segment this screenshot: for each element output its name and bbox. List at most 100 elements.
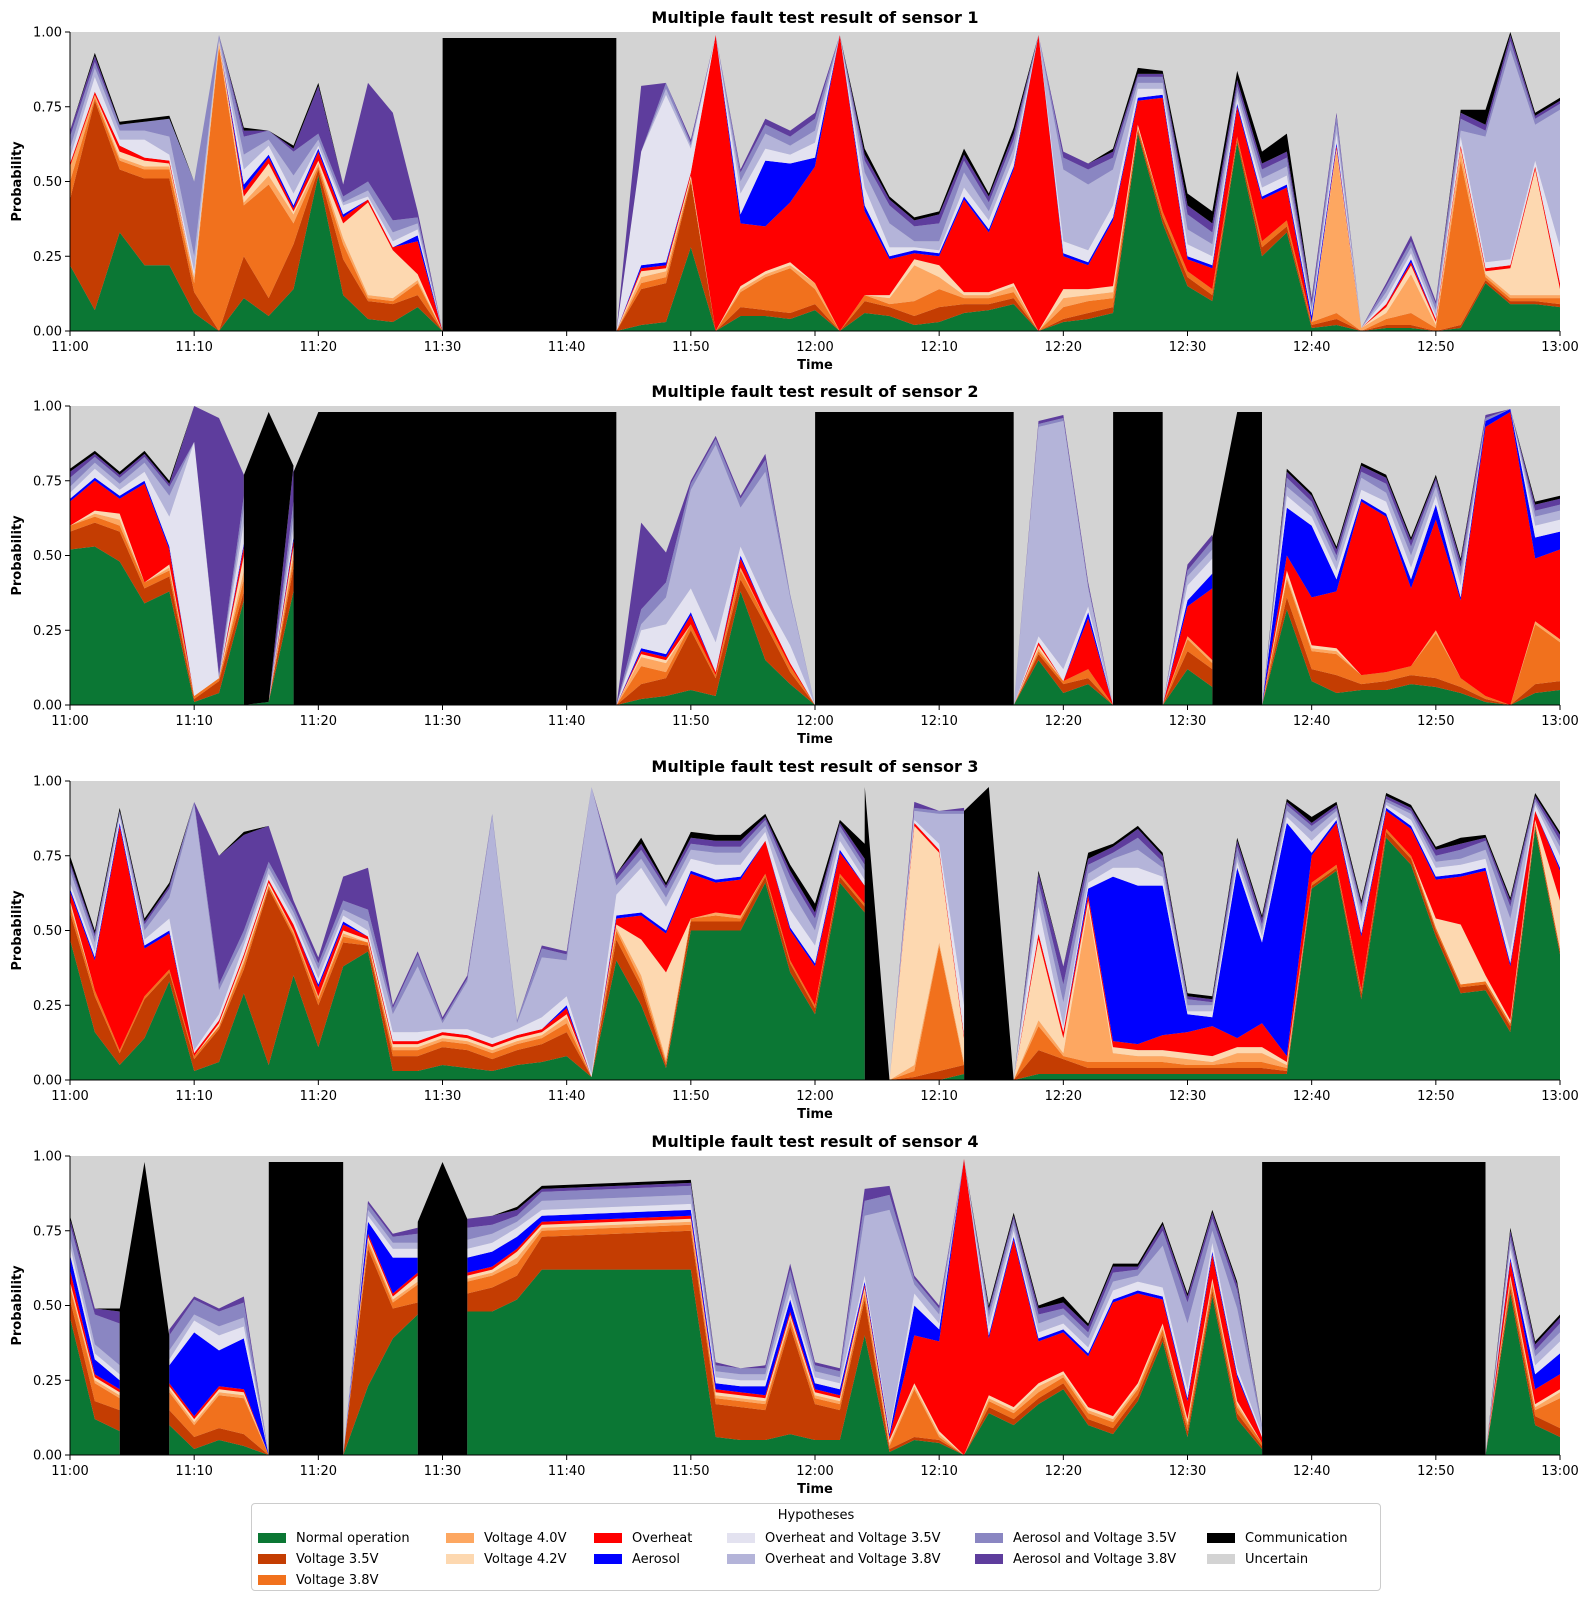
legend-label: Aerosol and Voltage 3.8V xyxy=(1013,1551,1177,1567)
legend-label: Communication xyxy=(1245,1530,1348,1546)
x-tick-label: 11:00 xyxy=(51,1089,88,1104)
legend: Hypotheses Normal operation Voltage 3.5V V… xyxy=(251,1503,1381,1591)
y-tick-label: 0.00 xyxy=(33,1449,62,1464)
x-tick-label: 12:20 xyxy=(1045,714,1082,729)
legend-label: Voltage 4.0V xyxy=(484,1530,567,1546)
x-tick-label: 12:30 xyxy=(1169,1089,1206,1104)
area-normal-operation xyxy=(70,546,1560,705)
panel-sensor-4: 0.00 0.25 0.50 0.75 1.00 11:00 11:10 11:20 11:30… xyxy=(10,1132,1579,1497)
legend-item: Aerosol and Voltage 3.5V xyxy=(975,1529,1176,1547)
legend-label: Voltage 3.8V xyxy=(296,1572,379,1588)
legend-swatch xyxy=(446,1554,474,1564)
area-overheat-and-voltage-3-8v xyxy=(70,786,1560,1080)
legend-swatch xyxy=(594,1554,622,1564)
y-tick-label: 0.25 xyxy=(33,999,62,1014)
x-tick-label: 13:00 xyxy=(1541,1464,1578,1479)
x-tick-label: 13:00 xyxy=(1541,714,1578,729)
x-tick-label: 11:00 xyxy=(51,340,88,355)
x-tick-label: 11:40 xyxy=(548,1464,585,1479)
area-voltage-4-0v xyxy=(70,43,1560,332)
y-tick-label: 1.00 xyxy=(33,400,62,415)
y-axis-label: Probability xyxy=(10,515,25,596)
y-tick-label: 0.75 xyxy=(33,474,62,489)
area-aerosol-and-voltage-3-5v xyxy=(70,34,1560,332)
x-tick-label: 11:00 xyxy=(51,1464,88,1479)
legend-item: Voltage 4.0V xyxy=(446,1529,566,1547)
x-tick-label: 11:00 xyxy=(51,714,88,729)
area-communication xyxy=(70,406,1560,705)
legend-item: Voltage 4.2V xyxy=(446,1550,566,1568)
area-aerosol xyxy=(70,807,1560,1080)
area-aerosol xyxy=(70,34,1560,332)
x-tick-label: 11:40 xyxy=(548,340,585,355)
panel-title: Multiple fault test result of sensor 1 xyxy=(651,8,978,27)
x-tick-label: 11:20 xyxy=(300,1089,337,1104)
x-tick-label: 12:40 xyxy=(1293,340,1330,355)
x-tick-label: 12:10 xyxy=(920,714,957,729)
x-tick-label: 11:50 xyxy=(672,714,709,729)
legend-item: Overheat and Voltage 3.5V xyxy=(727,1529,941,1547)
area-aerosol-and-voltage-3-5v xyxy=(70,408,1560,705)
x-tick-label: 11:10 xyxy=(175,714,212,729)
y-tick-label: 0.75 xyxy=(33,1224,62,1239)
x-axis-label: Time xyxy=(797,1107,833,1122)
x-tick-label: 12:50 xyxy=(1417,1464,1454,1479)
x-tick-label: 11:30 xyxy=(424,340,461,355)
y-tick-label: 0.25 xyxy=(33,624,62,639)
x-tick-label: 12:40 xyxy=(1293,714,1330,729)
y-tick-label: 0.00 xyxy=(33,699,62,714)
legend-swatch xyxy=(258,1554,286,1564)
x-tick-label: 12:20 xyxy=(1045,1464,1082,1479)
x-tick-label: 11:30 xyxy=(424,1464,461,1479)
x-tick-label: 12:50 xyxy=(1417,714,1454,729)
legend-swatch xyxy=(446,1533,474,1543)
y-tick-label: 0.50 xyxy=(33,1299,62,1314)
x-tick-label: 12:10 xyxy=(920,1089,957,1104)
area-normal-operation xyxy=(70,828,1560,1080)
legend-label: Overheat and Voltage 3.8V xyxy=(765,1551,941,1567)
x-tick-label: 11:10 xyxy=(175,340,212,355)
x-tick-label: 11:20 xyxy=(300,1464,337,1479)
legend-swatch xyxy=(975,1554,1003,1564)
area-overheat xyxy=(70,810,1560,1080)
legend-label: Normal operation xyxy=(296,1530,410,1546)
legend-swatch xyxy=(727,1554,755,1564)
area-overheat xyxy=(70,34,1560,332)
y-tick-label: 0.00 xyxy=(33,1074,62,1089)
panel-sensor-3: 0.00 0.25 0.50 0.75 1.00 11:00 11:10 11:20 11:30… xyxy=(10,757,1579,1122)
x-tick-label: 12:00 xyxy=(796,1089,833,1104)
legend-label: Voltage 3.5V xyxy=(296,1551,379,1567)
x-tick-label: 12:00 xyxy=(796,340,833,355)
x-tick-label: 12:10 xyxy=(920,1464,957,1479)
legend-label: Overheat and Voltage 3.5V xyxy=(765,1530,941,1546)
x-tick-label: 11:40 xyxy=(548,1089,585,1104)
legend-item: Aerosol and Voltage 3.8V xyxy=(975,1550,1176,1568)
panel-title: Multiple fault test result of sensor 4 xyxy=(651,1132,978,1151)
y-tick-label: 1.00 xyxy=(33,26,62,41)
x-tick-label: 11:30 xyxy=(424,714,461,729)
y-tick-label: 0.00 xyxy=(33,325,62,340)
legend-title: Hypotheses xyxy=(777,1508,855,1523)
y-tick-label: 0.25 xyxy=(33,1374,62,1389)
x-tick-label: 11:20 xyxy=(300,714,337,729)
y-tick-label: 0.50 xyxy=(33,175,62,190)
x-tick-label: 12:20 xyxy=(1045,340,1082,355)
x-tick-label: 11:50 xyxy=(672,1464,709,1479)
y-axis-label: Probability xyxy=(10,141,25,222)
panel-title: Multiple fault test result of sensor 3 xyxy=(651,757,978,776)
y-axis-label: Probability xyxy=(10,1265,25,1346)
legend-swatch xyxy=(1207,1533,1235,1543)
legend-item: Uncertain xyxy=(1207,1550,1308,1568)
area-overheat-and-voltage-3-8v xyxy=(70,1158,1560,1455)
x-tick-label: 11:50 xyxy=(672,1089,709,1104)
area-aerosol-and-voltage-3-8v xyxy=(70,406,1560,705)
x-tick-label: 12:00 xyxy=(796,1464,833,1479)
legend-item: Communication xyxy=(1207,1529,1347,1547)
x-tick-label: 11:10 xyxy=(175,1089,212,1104)
y-tick-label: 0.50 xyxy=(33,924,62,939)
legend-label: Aerosol and Voltage 3.5V xyxy=(1013,1530,1177,1546)
y-tick-label: 0.50 xyxy=(33,549,62,564)
legend-item: Voltage 3.8V xyxy=(258,1571,378,1589)
legend-swatch xyxy=(258,1575,286,1585)
x-axis-label: Time xyxy=(797,1482,833,1497)
